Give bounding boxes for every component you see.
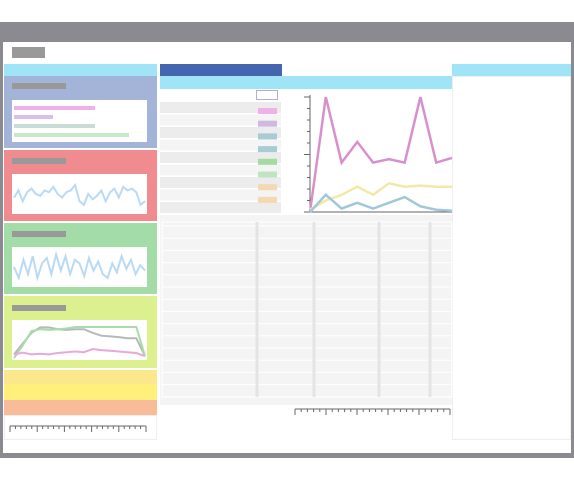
panel-yellow bbox=[4, 370, 157, 384]
series-line bbox=[13, 182, 146, 207]
series-line bbox=[308, 96, 453, 213]
table-row bbox=[160, 114, 281, 126]
series-line bbox=[13, 347, 146, 358]
active-tab[interactable] bbox=[160, 64, 282, 76]
table-row bbox=[160, 202, 281, 213]
panel-titles bbox=[12, 83, 66, 311]
left-header bbox=[4, 64, 157, 76]
color-swatch bbox=[258, 108, 277, 114]
color-swatch bbox=[258, 184, 277, 191]
right-header bbox=[452, 64, 571, 76]
table-area bbox=[160, 215, 452, 405]
table-row bbox=[160, 164, 281, 176]
legend-bars bbox=[14, 106, 129, 137]
table-row bbox=[160, 152, 281, 163]
middle-header bbox=[160, 76, 452, 89]
dropdown[interactable] bbox=[256, 90, 278, 100]
table-row bbox=[160, 102, 281, 113]
series-line bbox=[13, 250, 146, 282]
color-swatch bbox=[258, 120, 277, 127]
panel-peach bbox=[4, 400, 157, 415]
table-row bbox=[160, 177, 281, 188]
color-swatch bbox=[258, 196, 277, 203]
color-swatch bbox=[258, 171, 277, 178]
right-panel bbox=[452, 76, 571, 440]
table-body bbox=[161, 221, 453, 398]
series-line bbox=[309, 181, 452, 211]
series-line bbox=[309, 193, 453, 213]
panel-yellow-2 bbox=[4, 384, 157, 400]
color-swatch bbox=[258, 133, 277, 140]
color-swatch bbox=[258, 146, 277, 153]
table-row bbox=[160, 127, 281, 138]
color-swatch bbox=[258, 158, 277, 165]
table-row bbox=[160, 189, 281, 201]
logo bbox=[12, 47, 45, 58]
table-row bbox=[160, 139, 281, 151]
series-line bbox=[13, 326, 146, 359]
